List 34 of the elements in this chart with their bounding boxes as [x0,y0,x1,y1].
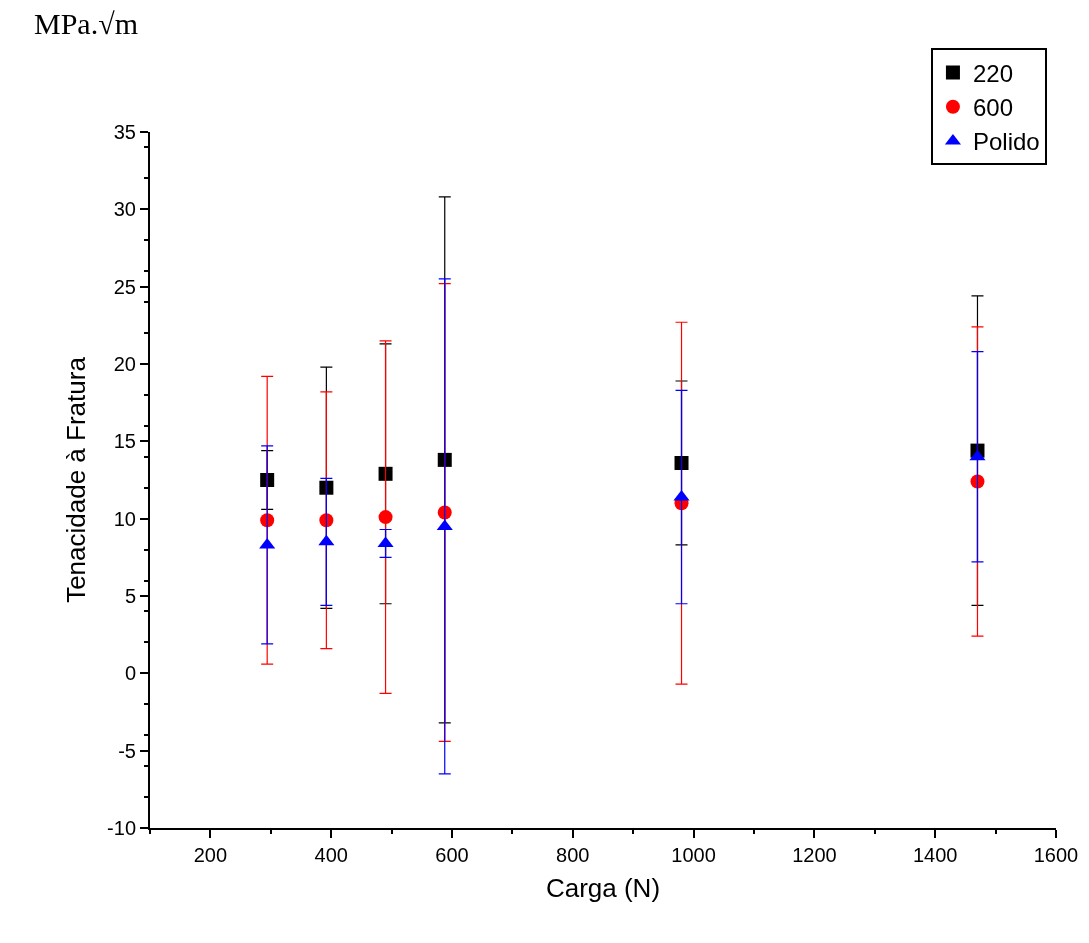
x-tick-label: 800 [556,844,590,866]
text: MPa.√m [34,7,138,40]
point [378,466,393,481]
x-tick-label: 600 [435,844,469,866]
y-tick-label: 5 [124,585,136,607]
y-tick-label: 30 [113,198,136,221]
x-tick-label: 200 [193,844,228,866]
y-tick-label: 10 [113,507,136,530]
point [319,480,334,495]
y-tick-label: 35 [113,121,136,143]
y-axis-title: Tenacidade à Fratura [60,356,91,603]
point [674,455,689,470]
y-tick-label: 25 [113,275,136,298]
legend-label: 220 [972,59,1013,87]
point [378,510,393,525]
point [259,537,276,549]
point [437,452,452,467]
legend-label: Polido [972,128,1040,156]
x-axis-title: Carga (N) [545,873,661,904]
y-tick-label: -10 [107,817,136,839]
x-tick-label: 1600 [1033,844,1079,866]
x-tick-label: 1000 [671,844,716,866]
y-tick-label: 20 [113,353,136,375]
point [260,513,275,528]
y-tick-label: 0 [124,662,136,685]
point [318,534,335,546]
y-tick-label: -5 [118,739,136,762]
legend-label: 600 [972,94,1013,122]
point [260,473,275,487]
x-tick-label: 1200 [792,844,837,866]
point [969,449,986,461]
y-tick-label: 15 [113,430,136,453]
x-tick-label: 400 [314,844,348,866]
x-tick-label: 1400 [912,844,958,866]
